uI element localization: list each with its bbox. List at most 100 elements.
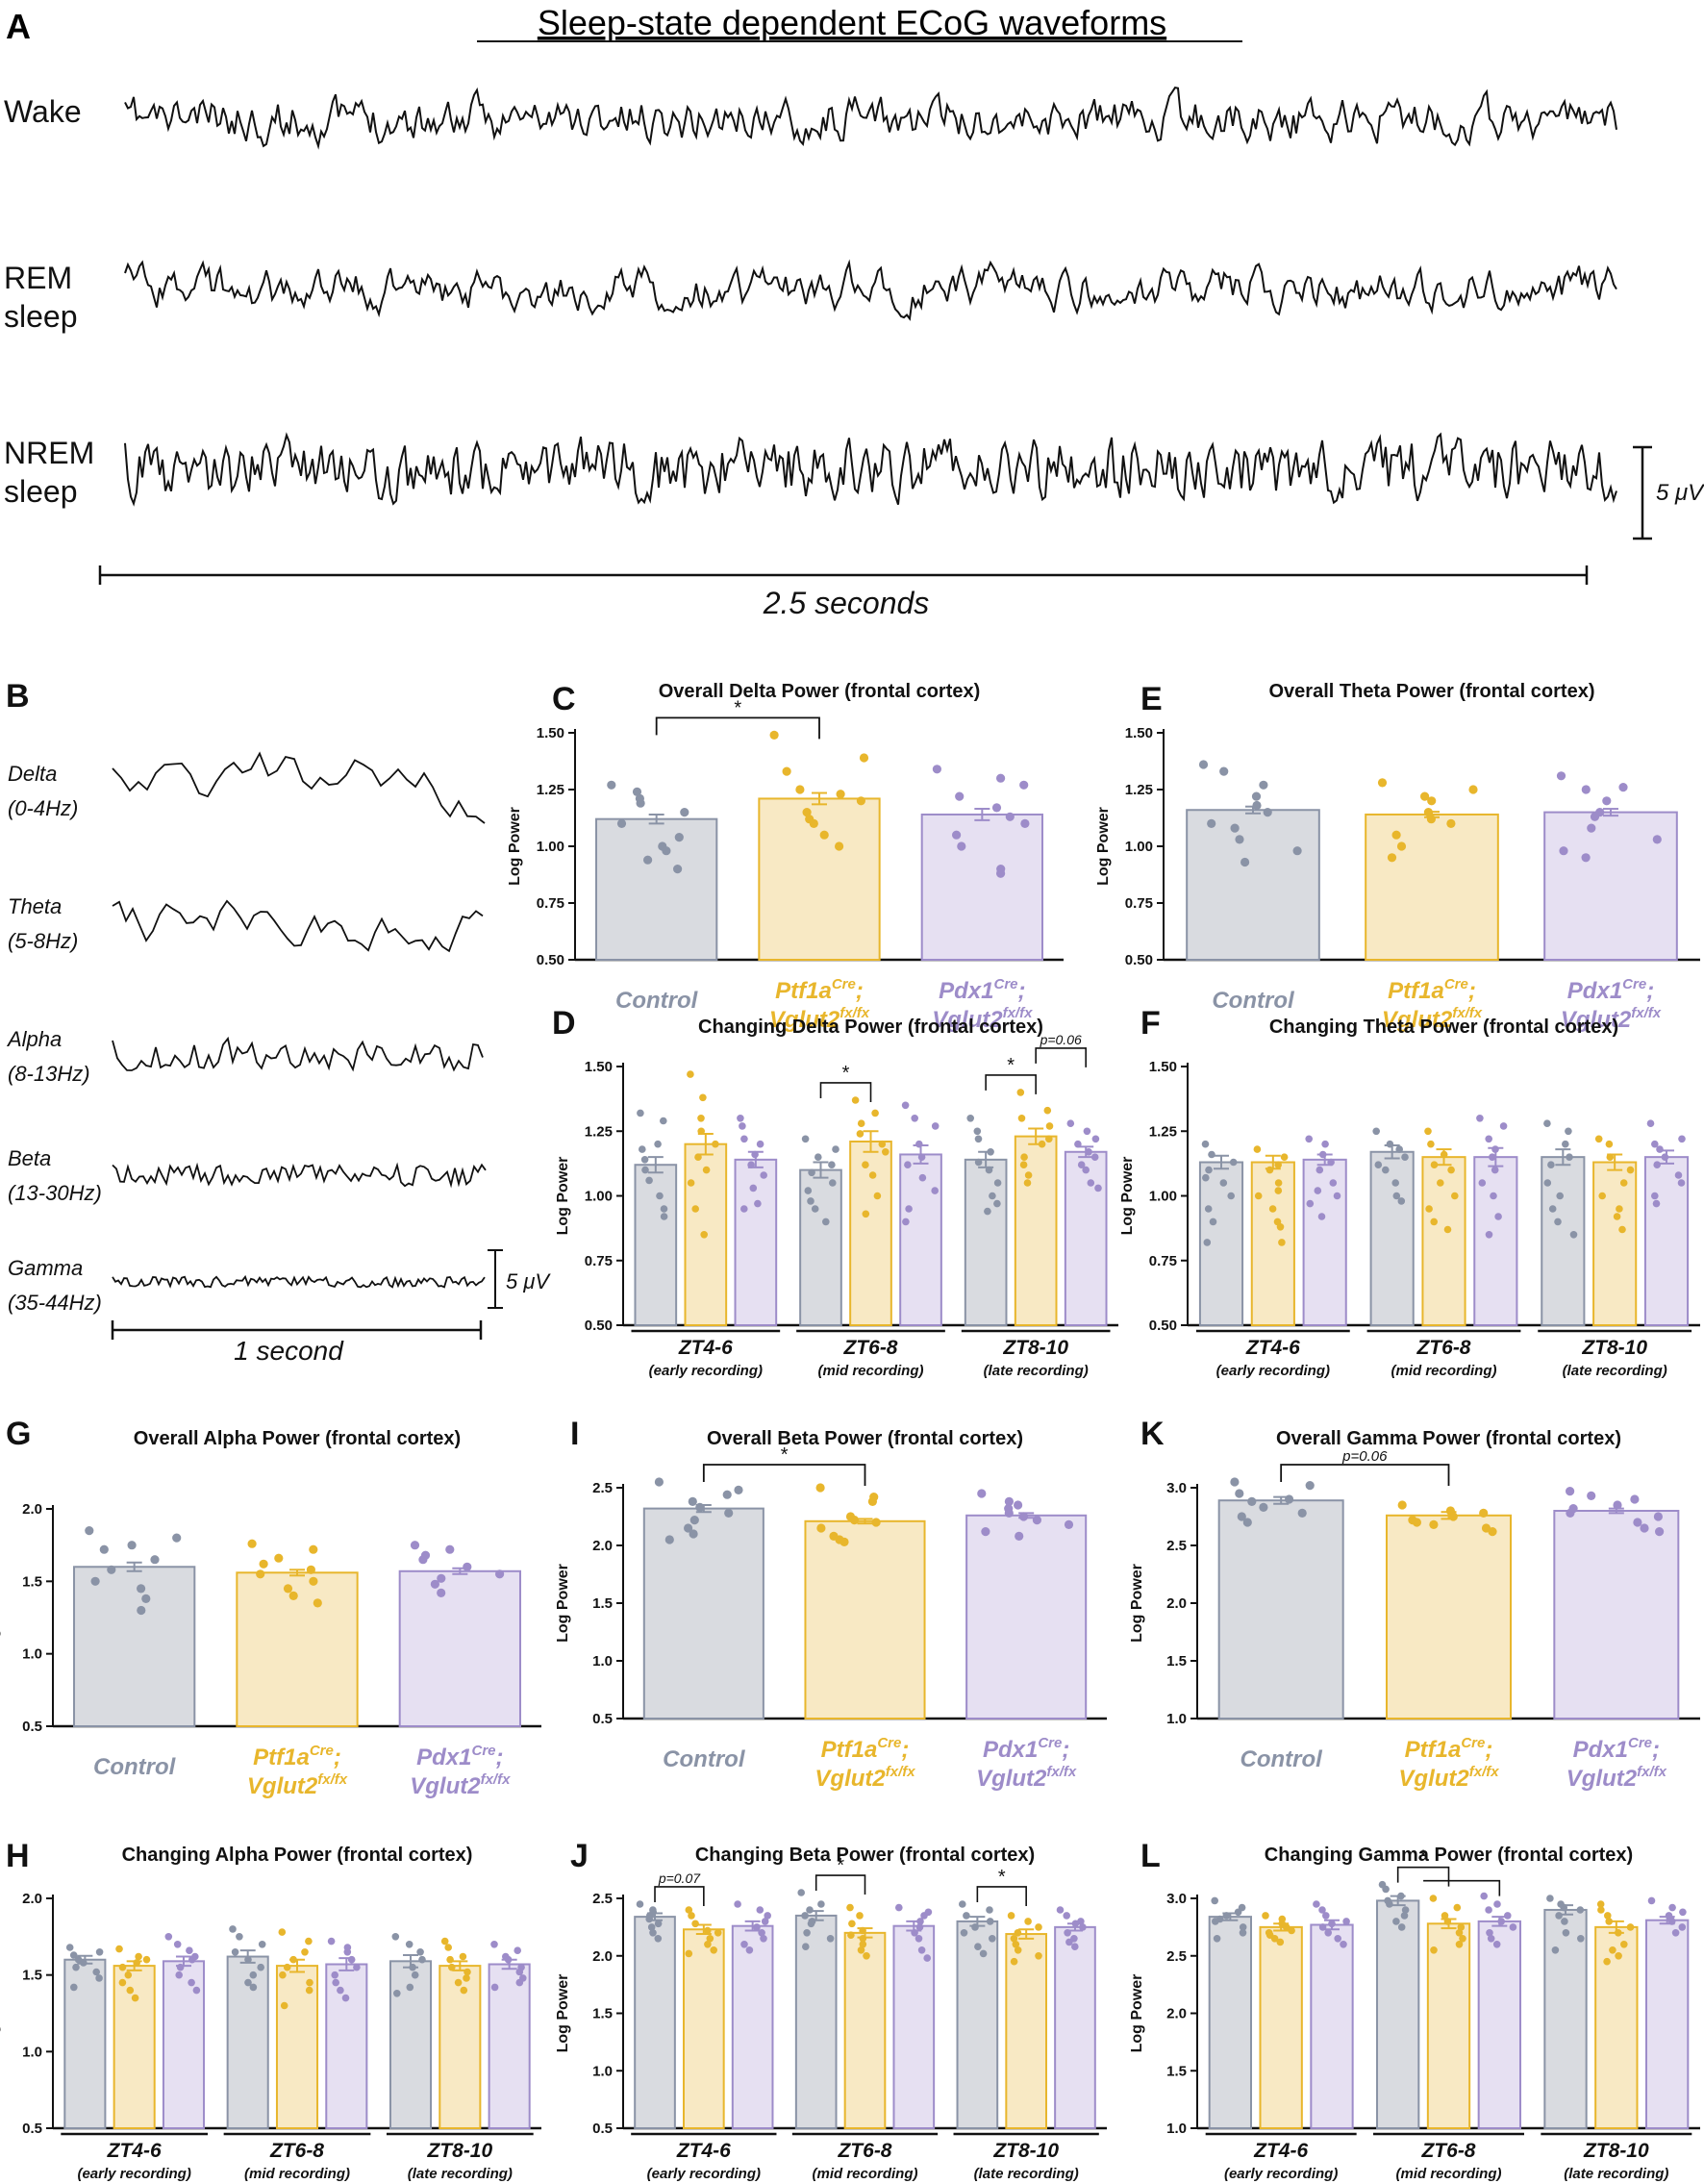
data-point: [801, 1135, 810, 1143]
data-point: [1340, 1941, 1347, 1948]
data-point: [1678, 1923, 1687, 1931]
data-point: [654, 1140, 662, 1148]
y-tick-label: 2.5: [592, 1480, 613, 1496]
panel-a-title: Sleep-state dependent ECoG waveforms: [538, 3, 1166, 42]
data-point: [905, 1205, 913, 1213]
ecog-state-label: Wake: [4, 94, 82, 129]
data-point: [807, 1920, 815, 1928]
data-point: [1499, 1122, 1508, 1130]
data-point: [1562, 1140, 1569, 1148]
significance-bracket: [1280, 1464, 1450, 1486]
data-point: [1004, 1508, 1014, 1518]
data-point: [337, 1986, 344, 1995]
y-tick-label: 2.0: [1166, 2006, 1187, 2022]
data-point: [283, 1584, 293, 1594]
y-tick-label: 1.0: [592, 1653, 613, 1669]
data-point: [1087, 1179, 1095, 1187]
data-point: [1485, 1906, 1492, 1914]
data-point: [989, 1192, 996, 1200]
data-point: [1646, 1119, 1655, 1127]
data-point: [697, 1115, 705, 1122]
data-point: [515, 1978, 524, 1987]
data-point: [797, 1889, 805, 1896]
data-point: [966, 1115, 974, 1122]
data-point: [1581, 785, 1591, 794]
data-point: [1633, 1518, 1642, 1527]
data-point: [1468, 785, 1478, 794]
data-point: [249, 1983, 258, 1992]
data-point: [654, 1935, 663, 1943]
chart-panel-f: F Changing Theta Power (frontal cortex) 0.…: [1119, 1005, 1700, 1379]
data-point: [764, 1912, 771, 1920]
data-point: [915, 1923, 924, 1931]
y-tick-label: 1.00: [585, 1189, 613, 1205]
data-point: [734, 1485, 743, 1494]
data-point: [1556, 771, 1566, 781]
data-point: [1205, 1166, 1213, 1174]
y-axis-label: Log Power: [555, 1157, 571, 1236]
data-point: [1045, 1135, 1053, 1143]
data-point: [1386, 1900, 1393, 1908]
data-point: [986, 1918, 994, 1925]
data-point: [1429, 1519, 1439, 1529]
bar-7-1: [113, 1965, 156, 2130]
data-point: [991, 803, 1002, 813]
data-point: [1342, 1918, 1350, 1925]
band-label: (5-8Hz): [8, 929, 78, 953]
data-point: [960, 1929, 968, 1937]
significance-label: *: [781, 1444, 789, 1466]
data-point: [1237, 1512, 1246, 1521]
y-axis-label: Log Power: [1119, 1157, 1136, 1236]
data-point: [490, 1983, 499, 1992]
data-point: [637, 1109, 644, 1117]
category-label-separator: ;: [1485, 1737, 1492, 1763]
data-point: [1613, 1500, 1622, 1510]
data-point: [1587, 823, 1596, 833]
data-point: [811, 1205, 819, 1213]
data-point: [1386, 1140, 1394, 1148]
data-point: [1566, 1153, 1573, 1161]
data-point: [1198, 760, 1209, 769]
data-point: [689, 1529, 698, 1539]
bar-3-7: [1592, 1161, 1638, 1327]
data-point: [1420, 791, 1430, 801]
data-point: [459, 1952, 467, 1961]
chart-title: Changing Delta Power (frontal cortex): [698, 1017, 1043, 1038]
category-label-separator: ;: [1652, 1737, 1660, 1763]
data-point: [1397, 1197, 1406, 1205]
data-point: [1329, 1179, 1338, 1187]
data-point: [1024, 1918, 1032, 1925]
data-point: [313, 1598, 322, 1608]
data-point: [1239, 1923, 1247, 1931]
category-label-separator: ;: [334, 1745, 341, 1770]
panel-letter-e: E: [1140, 681, 1163, 717]
time-group-label: ZT8-10: [1583, 2140, 1649, 2162]
data-point: [1615, 1952, 1622, 1960]
category-label-superscript: Cre: [877, 1735, 901, 1751]
data-point: [1015, 1531, 1024, 1541]
data-point: [1425, 1205, 1433, 1213]
y-tick-label: 1.50: [1149, 1059, 1177, 1075]
data-point: [691, 1920, 699, 1928]
category-label-gene: Pdx1: [416, 1745, 471, 1770]
data-point: [1219, 1179, 1228, 1187]
time-group-label: ZT8-10: [1581, 1337, 1647, 1359]
chart-panel-g: G Overall Alpha Power (frontal cortex) 0.5…: [0, 1416, 541, 1799]
data-point: [1091, 1135, 1100, 1143]
bar-5-1: [804, 1519, 926, 1720]
data-point: [911, 1929, 918, 1937]
data-point: [1479, 1508, 1489, 1518]
data-point: [1032, 1516, 1041, 1525]
time-group-sublabel: (mid recording): [812, 2166, 917, 2182]
data-point: [649, 1929, 657, 1937]
data-point: [1605, 1918, 1613, 1925]
data-point: [515, 1968, 524, 1976]
data-point: [192, 1986, 201, 1995]
y-axis-label: Log Power: [555, 1564, 571, 1643]
category-label-gene: Ptf1a: [1388, 978, 1444, 1004]
y-tick-label: 0.50: [1149, 1318, 1177, 1334]
data-point: [849, 1516, 860, 1525]
data-point: [309, 1576, 318, 1586]
data-point: [1587, 1491, 1596, 1500]
